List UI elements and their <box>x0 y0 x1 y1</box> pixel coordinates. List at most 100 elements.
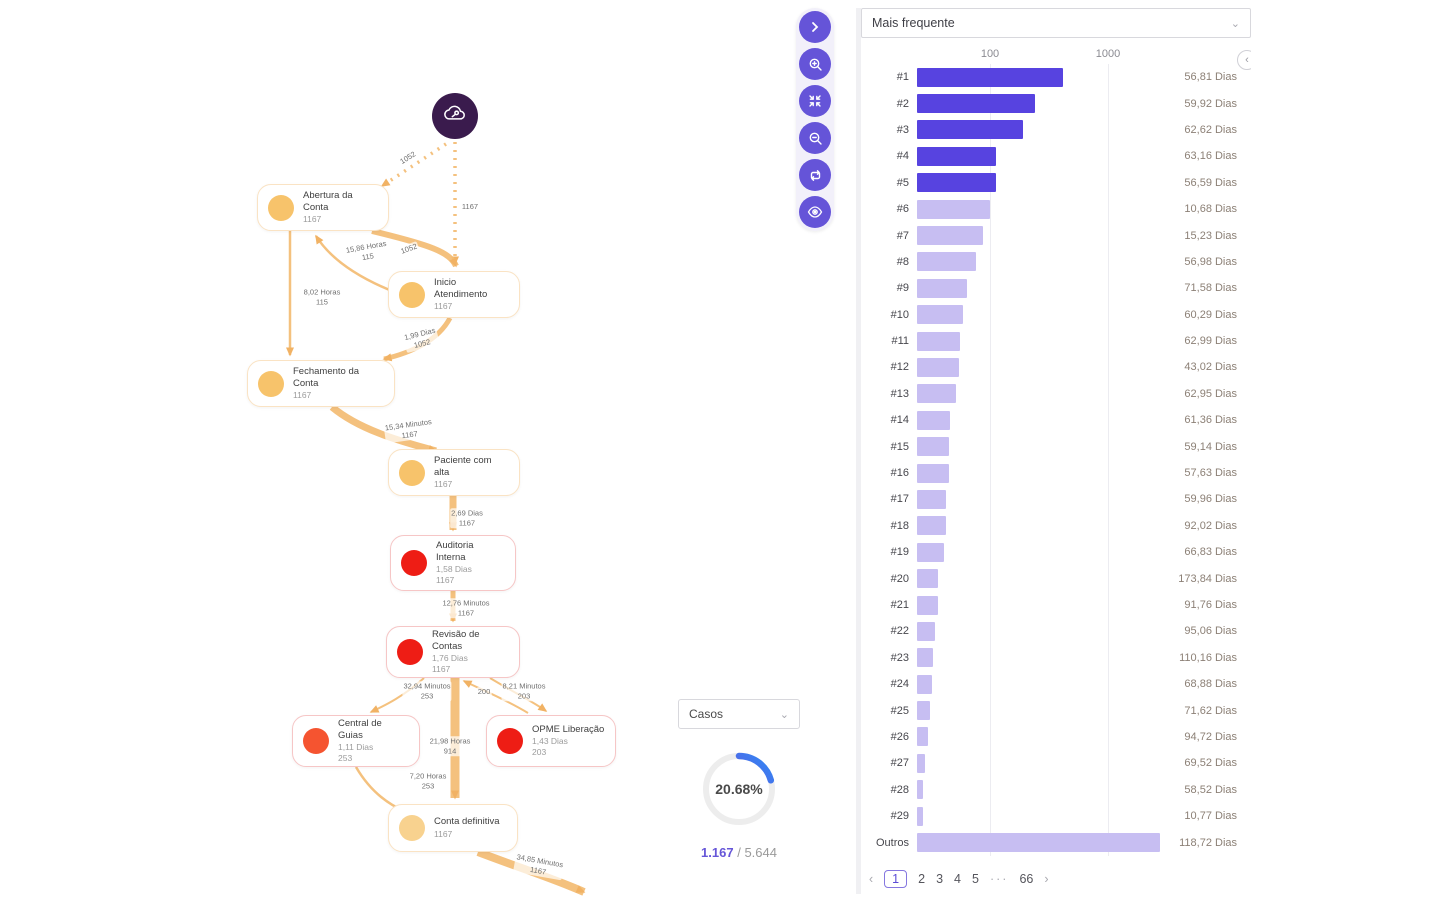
variant-frequency-bar[interactable] <box>917 621 935 641</box>
variant-frequency-bar[interactable] <box>917 516 946 536</box>
variant-frequency-bar[interactable] <box>917 437 950 457</box>
variant-frequency-bar[interactable] <box>917 489 946 509</box>
page-button-66[interactable]: 66 <box>1019 872 1034 886</box>
variant-frequency-bar[interactable] <box>917 569 938 589</box>
variant-frequency-bar[interactable] <box>917 648 934 668</box>
variant-row[interactable]: #23 110,16 Dias <box>861 645 1251 671</box>
variant-rank-label: #14 <box>890 414 909 427</box>
variant-row[interactable]: #22 95,06 Dias <box>861 618 1251 644</box>
zoom-in-button[interactable] <box>799 48 831 80</box>
variant-duration-label: 56,81 Dias <box>1184 71 1237 84</box>
variant-frequency-bar[interactable] <box>917 199 991 219</box>
panel-collapse-button[interactable]: ‹ <box>1237 50 1251 70</box>
variant-frequency-bar[interactable] <box>917 701 931 721</box>
page-button-5[interactable]: 5 <box>971 872 979 886</box>
variant-frequency-bar[interactable] <box>917 833 1160 853</box>
node-inicio-atendimento[interactable]: Inicio Atendimento 1167 <box>388 271 520 318</box>
variant-frequency-bar[interactable] <box>917 305 964 325</box>
node-revisao-de-contas[interactable]: Revisão de Contas 1,76 Dias 1167 <box>386 626 520 678</box>
variant-frequency-bar[interactable] <box>917 384 956 404</box>
variant-row[interactable]: #1 56,81 Dias <box>861 64 1251 90</box>
variant-row[interactable]: #14 61,36 Dias <box>861 407 1251 433</box>
variant-frequency-bar[interactable] <box>917 357 960 377</box>
variant-row[interactable]: #5 56,59 Dias <box>861 170 1251 196</box>
process-start-node[interactable] <box>432 93 478 139</box>
page-button-1[interactable]: 1 <box>884 870 908 888</box>
node-auditoria-interna[interactable]: Auditoria Interna 1,58 Dias 1167 <box>390 535 516 591</box>
variant-frequency-bar[interactable] <box>917 674 932 694</box>
variant-frequency-bar[interactable] <box>917 595 938 615</box>
node-abertura-da-conta[interactable]: Abertura da Conta 1167 <box>257 184 389 231</box>
variant-row[interactable]: #20 173,84 Dias <box>861 565 1251 591</box>
variant-row[interactable]: Outros 118,72 Dias <box>861 829 1251 855</box>
variant-row[interactable]: #4 63,16 Dias <box>861 143 1251 169</box>
variant-row[interactable]: #26 94,72 Dias <box>861 724 1251 750</box>
variant-frequency-bar[interactable] <box>917 331 961 351</box>
variant-row[interactable]: #12 43,02 Dias <box>861 354 1251 380</box>
page-button-2[interactable]: 2 <box>918 872 926 886</box>
variant-row[interactable]: #24 68,88 Dias <box>861 671 1251 697</box>
node-paciente-com-alta[interactable]: Paciente com alta 1167 <box>388 449 520 496</box>
variant-frequency-bar[interactable] <box>917 67 1064 87</box>
page-button-4[interactable]: 4 <box>954 872 961 886</box>
variant-row[interactable]: #10 60,29 Dias <box>861 302 1251 328</box>
variants-panel: Mais frequente ⌄ 100 1000 #1 56,81 Dias #2… <box>856 8 1251 894</box>
variant-row[interactable]: #29 10,77 Dias <box>861 803 1251 829</box>
edge-label: 2,69 Dias 1167 <box>450 508 484 528</box>
edge-opme-to-revisao[interactable] <box>462 680 529 714</box>
node-fechamento-da-conta[interactable]: Fechamento da Conta 1167 <box>247 360 395 407</box>
cases-metric-select[interactable]: Casos ⌄ <box>678 699 800 729</box>
variant-sort-select[interactable]: Mais frequente ⌄ <box>861 8 1251 38</box>
page-next-button[interactable]: › <box>1044 872 1049 886</box>
variant-row[interactable]: #8 56,98 Dias <box>861 249 1251 275</box>
variant-frequency-bar[interactable] <box>917 173 996 193</box>
variant-row[interactable]: #18 92,02 Dias <box>861 513 1251 539</box>
variant-duration-label: 94,72 Dias <box>1184 730 1237 743</box>
variant-frequency-bar[interactable] <box>917 94 1035 114</box>
variant-row[interactable]: #17 59,96 Dias <box>861 486 1251 512</box>
variant-frequency-bar[interactable] <box>917 278 968 298</box>
zoom-out-icon <box>808 131 823 146</box>
expand-panel-button[interactable] <box>799 11 831 43</box>
variant-frequency-bar[interactable] <box>917 780 924 800</box>
node-central-de-guias[interactable]: Central de Guias 1,11 Dias 253 <box>292 715 420 767</box>
visibility-button[interactable] <box>799 196 831 228</box>
variant-frequency-bar[interactable] <box>917 410 951 430</box>
edge-abertura-to-inicio[interactable] <box>371 228 459 268</box>
variant-frequency-bar[interactable] <box>917 226 983 246</box>
variant-row[interactable]: #11 62,99 Dias <box>861 328 1251 354</box>
variant-row[interactable]: #6 10,68 Dias <box>861 196 1251 222</box>
variant-row[interactable]: #21 91,76 Dias <box>861 592 1251 618</box>
edge-label: 12,76 Minutos 1167 <box>441 598 491 618</box>
variant-row[interactable]: #28 58,52 Dias <box>861 777 1251 803</box>
fit-view-button[interactable] <box>799 85 831 117</box>
variant-row[interactable]: #16 57,63 Dias <box>861 460 1251 486</box>
variant-frequency-bar[interactable] <box>917 727 929 747</box>
variant-frequency-bar[interactable] <box>917 120 1024 140</box>
variant-row[interactable]: #15 59,14 Dias <box>861 433 1251 459</box>
variant-row[interactable]: #13 62,95 Dias <box>861 381 1251 407</box>
variant-row[interactable]: #27 69,52 Dias <box>861 750 1251 776</box>
variant-row[interactable]: #3 62,62 Dias <box>861 117 1251 143</box>
page-button-3[interactable]: 3 <box>936 872 944 886</box>
eye-icon <box>807 204 823 220</box>
refresh-layout-button[interactable] <box>799 159 831 191</box>
variant-frequency-bar[interactable] <box>917 252 977 272</box>
variant-row[interactable]: #9 71,58 Dias <box>861 275 1251 301</box>
node-opme-liberacao[interactable]: OPME Liberação 1,43 Dias 203 <box>486 715 616 767</box>
variant-frequency-bar[interactable] <box>917 542 945 562</box>
edge-inicio-to-abertura[interactable] <box>314 234 393 293</box>
variant-row[interactable]: #7 15,23 Dias <box>861 222 1251 248</box>
variant-frequency-bar[interactable] <box>917 463 950 483</box>
variant-frequency-bar[interactable] <box>917 806 924 826</box>
variant-rank-label: #6 <box>896 203 909 216</box>
variant-row[interactable]: #19 66,83 Dias <box>861 539 1251 565</box>
variant-row[interactable]: #2 59,92 Dias <box>861 90 1251 116</box>
zoom-out-button[interactable] <box>799 122 831 154</box>
node-conta-definitiva[interactable]: Conta definitiva 1167 <box>388 804 518 852</box>
page-prev-button[interactable]: ‹ <box>869 872 874 886</box>
variant-row[interactable]: #25 71,62 Dias <box>861 697 1251 723</box>
variant-frequency-bar[interactable] <box>917 753 925 773</box>
variant-frequency-bar[interactable] <box>917 146 996 166</box>
variant-duration-label: 63,16 Dias <box>1184 150 1237 163</box>
